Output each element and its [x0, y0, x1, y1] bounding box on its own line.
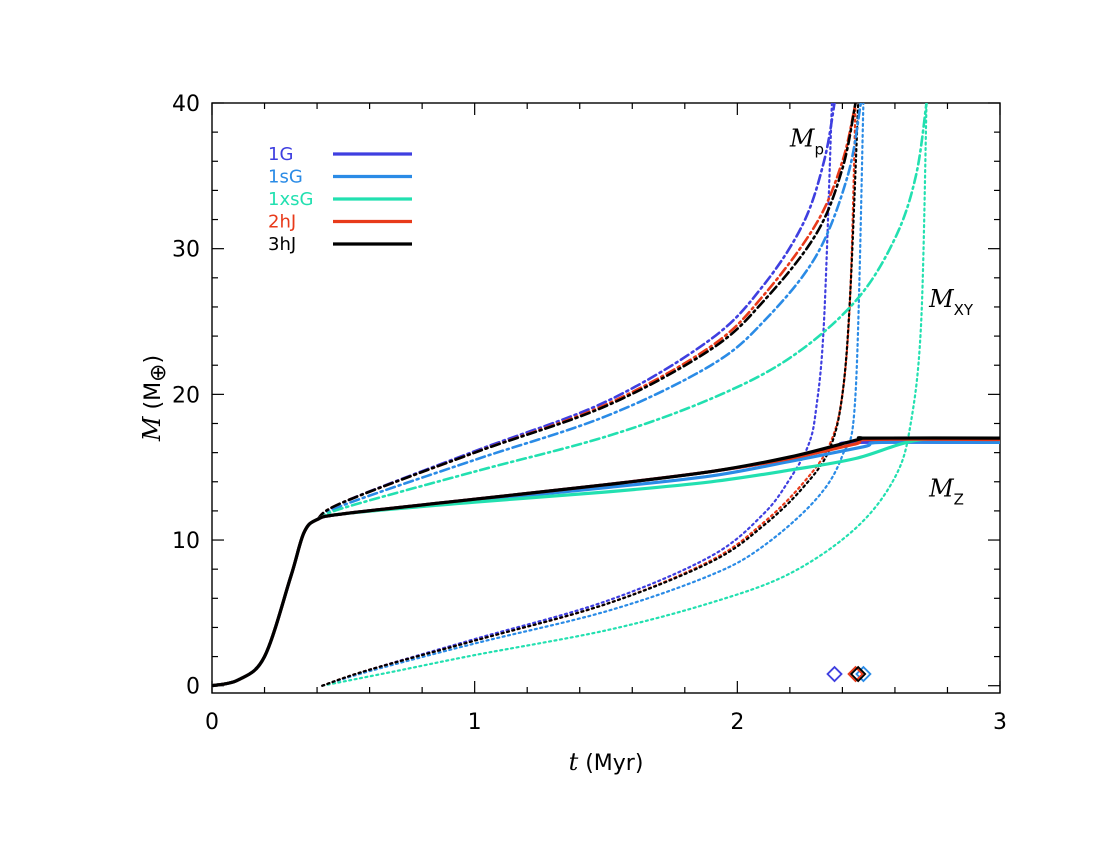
legend-label-2hJ: 2hJ — [268, 212, 296, 233]
x-tick-label: 3 — [993, 710, 1007, 735]
plot-frame — [211, 102, 1001, 694]
y-axis-unit: (M — [141, 382, 166, 417]
legend-label-1sG: 1sG — [268, 167, 303, 188]
y-tick-label: 30 — [172, 238, 200, 263]
series-2hJ-MZ-line — [212, 437, 1000, 688]
annotation-subscript: p — [814, 141, 824, 159]
y-axis-title-text: M (M⊕) — [138, 355, 171, 442]
marker-3hJ — [849, 665, 867, 683]
x-axis-unit: (Myr) — [578, 751, 643, 776]
x-tick-label: 0 — [205, 710, 219, 735]
y-tick-label: 0 — [186, 675, 200, 700]
series-3hJ-Mp-line — [315, 103, 857, 521]
annotation-Mp: Mp — [789, 125, 824, 159]
x-axis-title: t (Myr) — [569, 748, 644, 776]
series-1xsG-Mp-line — [315, 103, 928, 521]
series-2hJ-MXY-line — [321, 103, 857, 687]
annotation-symbol: M — [789, 125, 816, 153]
y-axis-title: M (M⊕) — [138, 355, 171, 442]
legend-label-3hJ: 3hJ — [268, 234, 296, 255]
series-1sG-Mp-line — [315, 103, 863, 521]
series-1G-MXY-line — [321, 103, 833, 687]
annotation-symbol: M — [928, 285, 955, 313]
series-3hJ-MXY-line — [321, 103, 860, 687]
series-1G-MZ-line — [212, 440, 1000, 688]
legend-label-1G: 1G — [268, 144, 293, 165]
marker-1G — [826, 665, 843, 683]
annotation-subscript: Z — [954, 490, 964, 508]
y-axis-symbol: M — [138, 415, 166, 442]
marker-2hJ — [847, 665, 864, 683]
annotation-MXY: MXY — [928, 285, 974, 319]
legend-label-1xsG: 1xsG — [268, 189, 313, 210]
x-tick-label: 1 — [468, 710, 482, 735]
y-axis-unit-close: ) — [141, 355, 166, 364]
y-tick-label: 10 — [172, 529, 200, 554]
series-1sG-MXY-line — [321, 103, 865, 687]
x-tick-label: 2 — [730, 710, 744, 735]
series-1G-Mp-line — [315, 103, 836, 521]
annotation-symbol: M — [928, 474, 955, 502]
y-axis-unit-subscript: ⊕ — [146, 364, 171, 382]
y-tick-label: 20 — [172, 383, 200, 408]
series-1xsG-MXY-line — [321, 103, 928, 687]
series-1xsG-MZ-line — [212, 436, 1000, 688]
marker-1sG — [855, 665, 872, 683]
y-tick-label: 40 — [172, 92, 200, 117]
annotation-MZ: MZ — [928, 474, 964, 508]
series-1sG-MZ-line — [212, 440, 1000, 688]
data-lines — [212, 103, 1000, 688]
annotation-subscript: XY — [954, 301, 974, 319]
x-axis-symbol: t — [569, 748, 579, 776]
series-3hJ-MZ-line — [212, 436, 1000, 688]
